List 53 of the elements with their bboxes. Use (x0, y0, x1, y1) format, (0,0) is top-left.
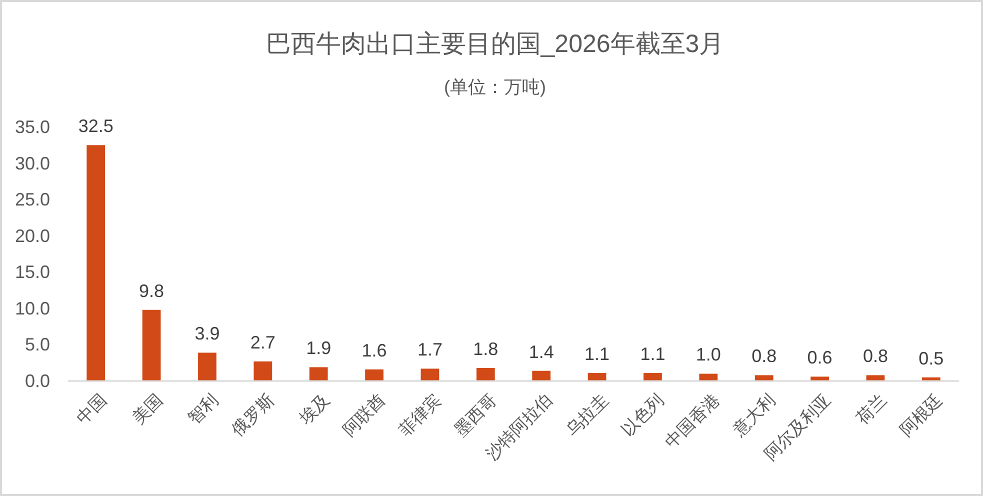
chart-subtitle: (单位：万吨) (444, 77, 546, 97)
y-tick-label: 15.0 (14, 262, 50, 282)
data-label: 1.8 (473, 338, 498, 359)
bar (198, 352, 216, 381)
data-label: 1.7 (417, 340, 442, 360)
data-label: 1.9 (306, 338, 332, 358)
x-tick-label: 阿联酋 (340, 390, 389, 440)
bar (644, 373, 662, 381)
data-label: 0.6 (807, 348, 832, 368)
x-tick-label: 中国 (73, 390, 111, 428)
x-tick-label: 阿根廷 (896, 390, 946, 440)
data-label: 2.7 (250, 332, 276, 352)
y-tick-label: 35.0 (14, 117, 50, 137)
bar (866, 375, 885, 381)
bar (532, 370, 551, 381)
data-label: 9.8 (139, 280, 164, 301)
bar (142, 310, 161, 381)
data-label: 1.6 (362, 340, 387, 360)
data-label: 1.1 (584, 344, 610, 364)
data-label: 1.1 (640, 344, 666, 364)
y-tick-label: 0.0 (24, 371, 50, 391)
bar (86, 145, 106, 381)
y-tick-label: 20.0 (14, 226, 50, 246)
x-tick-label: 以色列 (618, 390, 668, 440)
bar (810, 376, 829, 381)
bar (420, 368, 440, 381)
bar (476, 368, 495, 381)
bar (254, 361, 272, 381)
data-label: 0.8 (752, 346, 777, 366)
x-tick-label: 智利 (184, 390, 222, 428)
x-tick-label: 意大利 (728, 390, 779, 440)
bar (309, 367, 328, 381)
y-tick-label: 25.0 (14, 190, 50, 210)
x-tick-label: 荷兰 (852, 390, 890, 428)
chart-title: 巴西牛肉出口主要目的国_2026年截至3月 (266, 30, 724, 58)
bar (588, 373, 606, 381)
data-label: 1.0 (696, 344, 721, 365)
y-tick-label: 10.0 (14, 298, 50, 318)
y-tick-label: 5.0 (24, 334, 50, 355)
x-tick-label: 俄罗斯 (228, 390, 278, 440)
x-tick-label: 美国 (128, 390, 166, 428)
data-label: 0.8 (862, 346, 888, 366)
data-label: 1.4 (528, 342, 554, 362)
data-label: 32.5 (78, 116, 114, 136)
data-label: 0.5 (918, 348, 944, 368)
y-tick-label: 30.0 (14, 153, 50, 174)
bar (365, 369, 384, 381)
bar (699, 374, 718, 381)
data-label: 3.9 (194, 324, 220, 344)
x-tick-label: 乌拉圭 (562, 390, 612, 440)
x-tick-label: 埃及 (295, 390, 334, 428)
bar (754, 375, 774, 381)
x-tick-label: 菲律宾 (395, 390, 445, 440)
